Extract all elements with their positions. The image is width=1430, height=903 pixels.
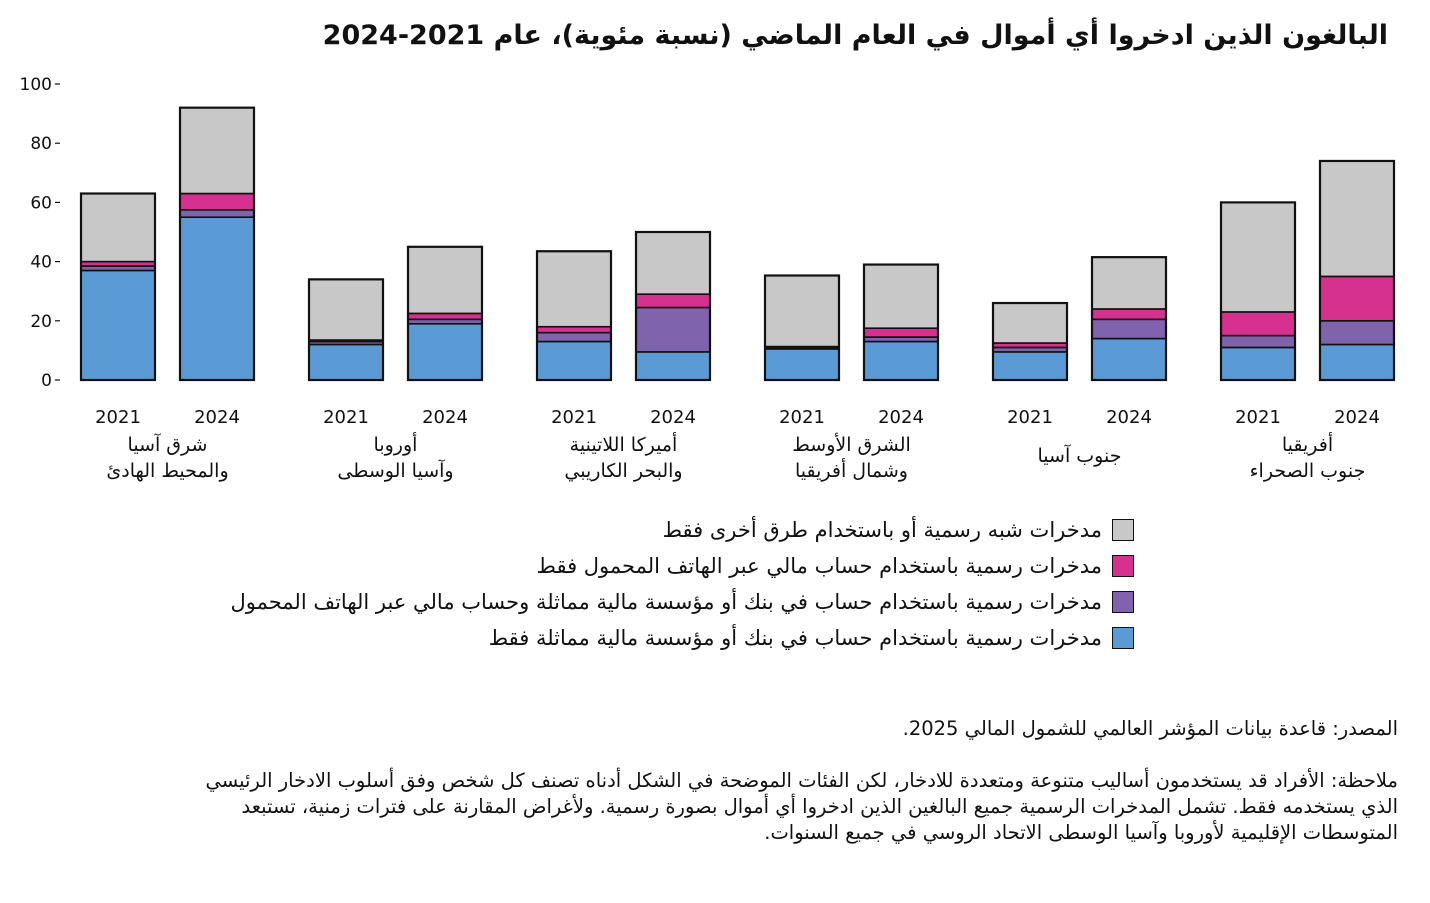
x-tick-label: 2021 xyxy=(1007,407,1053,428)
legend-item: مدخرات رسمية باستخدام حساب في بنك أو مؤس… xyxy=(84,584,1134,620)
bar-segment xyxy=(308,278,384,341)
bar-segment xyxy=(1220,346,1296,381)
group-label: أفريقيا xyxy=(1282,432,1333,456)
x-tick-label: 2024 xyxy=(422,407,468,428)
bar-outline xyxy=(307,278,385,382)
bar-segment xyxy=(536,340,612,381)
y-tick-label: 80 xyxy=(30,134,52,154)
bar-segment xyxy=(1091,337,1167,381)
y-tick-label: 40 xyxy=(30,253,52,273)
bar-segment xyxy=(1220,201,1296,313)
bar-segment xyxy=(635,293,711,309)
bar-segment xyxy=(1319,319,1395,346)
x-tick-label: 2021 xyxy=(551,407,597,428)
bar-segment xyxy=(536,250,612,328)
bar-segment xyxy=(179,216,255,381)
group-label: أميركا اللاتينية xyxy=(570,432,678,456)
bar-segment xyxy=(407,312,483,321)
bar-segment xyxy=(308,343,384,381)
bar-segment xyxy=(1091,318,1167,340)
bar-segment xyxy=(1220,334,1296,349)
bar-outline xyxy=(1219,201,1297,382)
group-label: جنوب آسيا xyxy=(1038,443,1122,467)
legend-label: مدخرات شبه رسمية أو باستخدام طرق أخرى فق… xyxy=(662,518,1102,542)
group-label: وآسيا الوسطى xyxy=(337,458,453,482)
bar-outline xyxy=(1318,159,1396,382)
x-tick-label: 2021 xyxy=(323,407,369,428)
x-tick-label: 2024 xyxy=(1106,407,1152,428)
legend-label: مدخرات رسمية باستخدام حساب في بنك أو مؤس… xyxy=(488,626,1102,650)
bar-outline xyxy=(178,106,256,382)
bar-segment xyxy=(635,231,711,295)
legend-swatch xyxy=(1112,519,1134,541)
y-tick-label: 100 xyxy=(20,75,52,95)
bar-segment xyxy=(536,331,612,343)
bar-segment xyxy=(863,263,939,329)
x-tick-label: 2021 xyxy=(1235,407,1281,428)
legend: مدخرات شبه رسمية أو باستخدام طرق أخرى فق… xyxy=(84,512,1134,656)
bar-outline xyxy=(79,192,157,382)
legend-swatch xyxy=(1112,627,1134,649)
stacked-bar-chart: 0 20 40 60 80 100 2021 2024 شرق آسيا والمحيط الها… xyxy=(20,75,1396,482)
legend-swatch xyxy=(1112,591,1134,613)
bar-segment xyxy=(764,274,840,348)
bar-segment xyxy=(1319,275,1395,322)
x-tick-label: 2024 xyxy=(194,407,240,428)
bar-segment xyxy=(407,246,483,315)
group-label: الشرق الأوسط xyxy=(792,433,911,456)
group-label: أوروبا xyxy=(374,432,418,456)
bar-outline xyxy=(1090,256,1168,382)
group-label: والمحيط الهادئ xyxy=(106,460,228,482)
bar-segment xyxy=(863,340,939,381)
bar-outline xyxy=(862,263,940,382)
bar-segment xyxy=(863,327,939,338)
bar-segment xyxy=(635,351,711,381)
x-tick-label: 2021 xyxy=(95,407,141,428)
bar-segment xyxy=(1091,308,1167,321)
bar-outline xyxy=(535,250,613,382)
bar-outline xyxy=(763,274,841,382)
legend-item: مدخرات رسمية باستخدام حساب مالي عبر الها… xyxy=(84,548,1134,584)
bar-segment xyxy=(635,306,711,353)
legend-item: مدخرات رسمية باستخدام حساب في بنك أو مؤس… xyxy=(84,620,1134,656)
bar-outline xyxy=(634,230,712,382)
group-label: شرق آسيا xyxy=(128,432,208,456)
bar-segment xyxy=(1319,343,1395,381)
bar-segment xyxy=(80,269,156,381)
bar-segment xyxy=(80,192,156,263)
y-tick-label: 0 xyxy=(41,371,52,391)
bar-segment xyxy=(536,325,612,334)
bar-outline xyxy=(991,301,1069,382)
bar-segment xyxy=(407,322,483,381)
x-tick-label: 2024 xyxy=(878,407,924,428)
x-tick-label: 2024 xyxy=(1334,407,1380,428)
bar-segment xyxy=(179,106,255,195)
bar-segment xyxy=(764,348,840,381)
bar-segment xyxy=(179,192,255,211)
group-label: وشمال أفريقيا xyxy=(795,458,908,482)
legend-swatch xyxy=(1112,555,1134,577)
bar-segment xyxy=(1319,160,1395,278)
y-tick-label: 20 xyxy=(30,312,52,332)
bar-outline xyxy=(406,245,484,382)
bar-segment xyxy=(992,351,1068,381)
group-label: والبحر الكاريبي xyxy=(564,460,682,482)
notes: المصدر: قاعدة بيانات المؤشر العالمي للشم… xyxy=(58,716,1398,846)
bar-segment xyxy=(1091,256,1167,310)
bar-segment xyxy=(179,209,255,219)
bar-segment xyxy=(1220,311,1296,337)
x-tick-label: 2024 xyxy=(650,407,696,428)
note-line: المتوسطات الإقليمية لأوروبا وآسيا الوسطى… xyxy=(764,821,1398,844)
note-line: ملاحظة: الأفراد قد يستخدمون أساليب متنوع… xyxy=(205,769,1398,792)
group-label: جنوب الصحراء xyxy=(1250,460,1366,482)
note-line: الذي يستخدمه فقط. تشمل المدخرات الرسمية … xyxy=(241,795,1398,818)
chart-title: البالغون الذين ادخروا أي أموال في العام … xyxy=(322,20,1388,51)
legend-item: مدخرات شبه رسمية أو باستخدام طرق أخرى فق… xyxy=(84,512,1134,548)
bar-segment xyxy=(992,302,1068,344)
legend-label: مدخرات رسمية باستخدام حساب مالي عبر الها… xyxy=(536,554,1102,578)
legend-label: مدخرات رسمية باستخدام حساب في بنك أو مؤس… xyxy=(230,590,1102,614)
x-tick-label: 2021 xyxy=(779,407,825,428)
y-tick-label: 60 xyxy=(30,193,52,213)
source-text: المصدر: قاعدة بيانات المؤشر العالمي للشم… xyxy=(902,717,1398,740)
